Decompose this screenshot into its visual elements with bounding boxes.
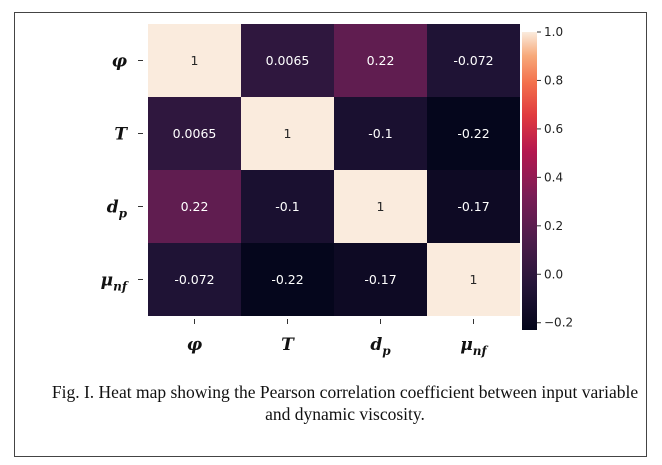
colorbar-tick-label-0: 1.0 <box>544 25 563 39</box>
heatmap-cell-r1-c2 <box>334 97 427 170</box>
row-label-2-base: d <box>107 198 119 218</box>
column-label-2: dp <box>370 335 391 358</box>
heatmap-cell-r2-c1 <box>241 170 334 243</box>
cell-value-r1-c1: 1 <box>284 126 292 141</box>
heatmap-cell-r3-c2 <box>334 243 427 316</box>
column-label-2-sub: p <box>382 344 391 358</box>
row-label-2-sub: p <box>119 207 128 221</box>
cell-value-r3-c2: -0.17 <box>364 272 396 287</box>
figure-caption: Fig. I. Heat map showing the Pearson cor… <box>51 382 639 424</box>
heatmap-cell-r3-c3 <box>427 243 520 316</box>
row-label-0-base: φ <box>112 52 128 72</box>
cell-value-r3-c0: -0.072 <box>174 272 214 287</box>
colorbar-tick-label-1: 0.8 <box>544 73 563 87</box>
column-label-1-base: T <box>281 335 295 355</box>
cell-value-r1-c0: 0.0065 <box>173 126 217 141</box>
heatmap-chart: 1 0.0065 0.22 -0.072 0.0065 1 -0.1 -0.22 0.22 -0.… <box>101 24 573 358</box>
colorbar-ticks: 1.0 0.8 0.6 0.4 0.2 0.0 −0.2 <box>537 25 573 330</box>
heatmap-cell-r0-c0 <box>148 24 241 97</box>
heatmap-cell-r2-c2 <box>334 170 427 243</box>
cell-value-r2-c2: 1 <box>377 199 385 214</box>
heatmap-cell-r2-c0 <box>148 170 241 243</box>
heatmap-cell-r1-c3 <box>427 97 520 170</box>
cell-value-r0-c1: 0.0065 <box>266 53 310 68</box>
colorbar-tick-label-6: −0.2 <box>544 316 573 330</box>
heatmap-cell-r2-c3 <box>427 170 520 243</box>
cell-value-r2-c3: -0.17 <box>457 199 489 214</box>
cell-value-r1-c2: -0.1 <box>368 126 392 141</box>
heatmap-cell-r1-c1 <box>241 97 334 170</box>
cell-value-r3-c3: 1 <box>470 272 478 287</box>
column-label-0: φ <box>187 335 203 355</box>
heatmap-cell-r0-c1 <box>241 24 334 97</box>
column-label-3-sub: nf <box>473 344 489 358</box>
row-label-1: T <box>114 125 128 145</box>
column-label-2-base: d <box>370 335 382 355</box>
column-label-1: T <box>281 335 295 355</box>
colorbar-tick-label-4: 0.2 <box>544 219 563 233</box>
row-label-1-base: T <box>114 125 128 145</box>
row-label-0: φ <box>112 52 128 72</box>
column-label-0-base: φ <box>187 335 203 355</box>
row-label-3: μnf <box>101 271 129 294</box>
cell-value-r2-c0: 0.22 <box>181 199 209 214</box>
heatmap-cell-r3-c0 <box>148 243 241 316</box>
cell-value-r0-c3: -0.072 <box>453 53 493 68</box>
colorbar <box>522 32 537 330</box>
heatmap-cells: 1 0.0065 0.22 -0.072 0.0065 1 -0.1 -0.22 0.22 -0.… <box>148 24 520 316</box>
column-label-3-base: μ <box>460 335 472 355</box>
row-label-3-base: μ <box>101 271 113 291</box>
heatmap-cell-r0-c3 <box>427 24 520 97</box>
figure-frame: 1 0.0065 0.22 -0.072 0.0065 1 -0.1 -0.22 0.22 -0.… <box>14 12 647 457</box>
cell-value-r0-c0: 1 <box>191 53 199 68</box>
row-label-2: dp <box>107 198 128 221</box>
row-labels: φ Tdp μnf <box>101 52 143 294</box>
column-label-3: μnf <box>460 335 488 358</box>
row-label-3-sub: nf <box>113 280 129 294</box>
cell-value-r1-c3: -0.22 <box>457 126 489 141</box>
cell-value-r2-c1: -0.1 <box>275 199 299 214</box>
heatmap-cell-r3-c1 <box>241 243 334 316</box>
cell-value-r0-c2: 0.22 <box>367 53 395 68</box>
heatmap-cell-r1-c0 <box>148 97 241 170</box>
cell-value-r3-c1: -0.22 <box>271 272 303 287</box>
colorbar-tick-label-5: 0.0 <box>544 267 563 281</box>
heatmap-cell-r0-c2 <box>334 24 427 97</box>
colorbar-tick-label-2: 0.6 <box>544 122 563 136</box>
colorbar-tick-label-3: 0.4 <box>544 170 563 184</box>
